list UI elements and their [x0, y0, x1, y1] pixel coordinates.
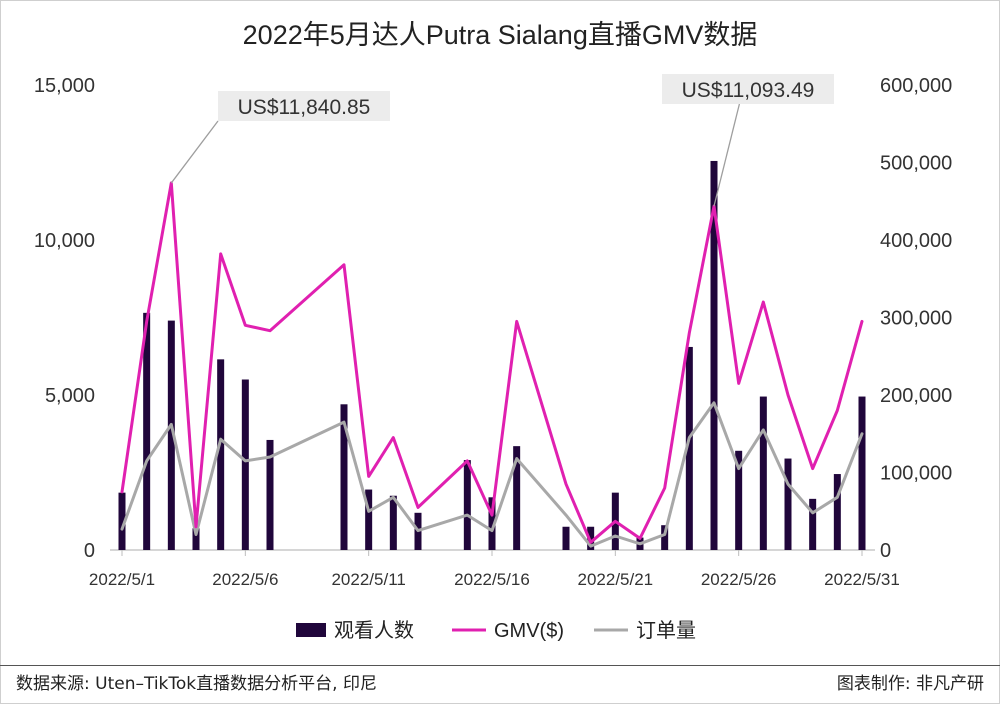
- bar-views: [587, 526, 595, 550]
- x-tick-label: 2022/5/26: [701, 570, 777, 589]
- bar-views: [685, 346, 693, 550]
- callout-box: [218, 91, 390, 121]
- bar-views: [340, 404, 348, 550]
- bar-series-views: [118, 160, 866, 550]
- x-tick-label: 2022/5/11: [331, 570, 405, 589]
- bar-views: [143, 312, 151, 550]
- footer-source: 数据来源: Uten–TikTok直播数据分析平台, 印尼: [16, 674, 377, 694]
- left-y-tick-label: 5,000: [45, 385, 95, 407]
- right-y-tick-label: 200,000: [880, 385, 952, 407]
- bar-views: [365, 489, 373, 550]
- line-orders: [120, 401, 864, 548]
- right-y-tick-label: 400,000: [880, 230, 952, 252]
- bar-views: [858, 396, 866, 550]
- footer-divider: [0, 665, 1000, 666]
- bar-views: [217, 359, 225, 550]
- left-y-tick-label: 15,000: [34, 75, 95, 97]
- legend-label: GMV($): [494, 620, 564, 642]
- axes-layer: 2022/5/1 2022/5/6 2022/5/11 2022/5/16 2022/5…: [34, 75, 952, 589]
- line-gmv: [120, 181, 864, 544]
- legend-swatch-views: [296, 623, 326, 637]
- bar-views: [513, 446, 521, 550]
- callout-leader: [713, 103, 741, 207]
- bar-views: [389, 495, 397, 550]
- bar-views: [809, 498, 817, 550]
- bar-views: [735, 450, 743, 550]
- left-y-tick-label: 0: [84, 540, 95, 562]
- legend: 观看人数 GMV($) 订单量: [296, 619, 696, 642]
- bar-views: [661, 525, 669, 550]
- bar-views: [241, 379, 249, 550]
- bar-views: [192, 528, 200, 550]
- legend-label: 订单量: [636, 619, 696, 642]
- callout-label: US$11,840.85: [238, 96, 371, 119]
- left-y-tick-label: 10,000: [34, 230, 95, 252]
- bar-views: [167, 320, 175, 550]
- x-tick-label: 2022/5/31: [824, 570, 900, 589]
- bar-views: [710, 160, 718, 550]
- right-y-tick-label: 600,000: [880, 75, 952, 97]
- x-tick-label: 2022/5/21: [578, 570, 654, 589]
- bar-views: [759, 396, 767, 550]
- callout-box: [662, 74, 834, 104]
- chart-title: 2022年5月达人Putra Sialang直播GMV数据: [243, 20, 758, 50]
- line-series-layer: [120, 181, 864, 548]
- right-y-tick-label: 0: [880, 540, 891, 562]
- callout-leader: [170, 120, 219, 184]
- bar-views: [562, 526, 570, 550]
- right-y-tick-label: 100,000: [880, 463, 952, 485]
- bar-views: [784, 458, 792, 550]
- callout-label: US$11,093.49: [682, 79, 815, 102]
- x-tick-label: 2022/5/16: [454, 570, 530, 589]
- x-tick-label: 2022/5/6: [212, 570, 278, 589]
- bar-views: [463, 460, 471, 550]
- bar-views: [833, 474, 841, 550]
- right-y-tick-label: 300,000: [880, 308, 952, 330]
- bar-views: [488, 497, 496, 550]
- legend-label: 观看人数: [334, 619, 414, 642]
- x-tick-label: 2022/5/1: [89, 570, 155, 589]
- bar-views: [266, 439, 274, 550]
- right-y-tick-label: 500,000: [880, 153, 952, 175]
- annotations-layer: US$11,840.85 US$11,093.49: [170, 74, 834, 207]
- footer-credit: 图表制作: 非凡产研: [836, 674, 984, 694]
- bar-views: [118, 492, 126, 550]
